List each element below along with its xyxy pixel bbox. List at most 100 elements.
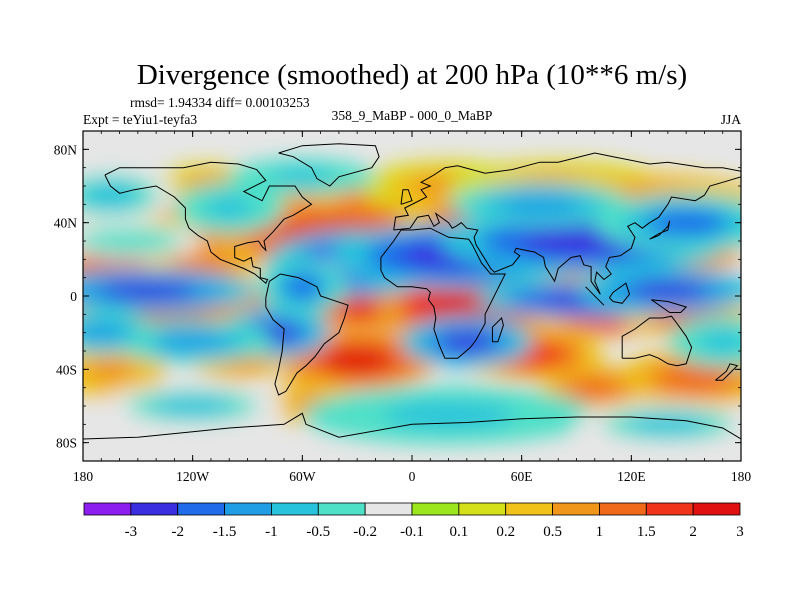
field-contour — [626, 280, 710, 301]
field-blob — [229, 158, 376, 196]
field-contour — [437, 330, 497, 354]
coastline — [278, 143, 380, 187]
colorbar-label: 1 — [596, 524, 604, 540]
x-tick-label: 180 — [731, 469, 752, 484]
chart-title: Divergence (smoothed) at 200 hPa (10**6 … — [137, 59, 687, 91]
x-tick-label: 120E — [617, 469, 646, 484]
field-blob — [576, 402, 741, 447]
colorbar-label: 0.5 — [543, 524, 562, 540]
coastline — [649, 220, 671, 240]
field-blob — [594, 193, 741, 252]
colorbar-swatch — [224, 502, 272, 516]
field-blob — [667, 316, 741, 368]
coastline — [491, 317, 504, 343]
colorbar-swatch — [552, 502, 600, 516]
stats-line: rmsd= 1.94334 diff= 0.00103253 — [130, 95, 310, 110]
y-axis: 80N 40N 0 40S 80S — [54, 130, 741, 462]
colorbar-swatch — [692, 502, 741, 516]
field-contour — [83, 322, 126, 343]
x-tick-label: 60W — [289, 469, 316, 484]
colorbar-swatch — [599, 502, 647, 516]
comparison-label: 358_9_MaBP - 000_0_MaBP — [332, 108, 493, 123]
x-tick-label: 0 — [409, 469, 416, 484]
colorbar-label: 0.2 — [496, 524, 515, 540]
field-contour — [626, 414, 710, 435]
y-tick-label: 40N — [54, 216, 78, 231]
plot-area: 180 120W 60W 0 60E 120E 180 80N 40N 0 40S 80S — [54, 130, 752, 484]
colorbar-swatch — [645, 502, 694, 516]
coastline — [651, 299, 688, 313]
field-blob — [539, 365, 650, 410]
coastlines — [83, 143, 741, 440]
colorbar-label: -2 — [171, 524, 184, 540]
colorbar-swatch — [83, 502, 132, 516]
x-tick-label: 60E — [511, 469, 533, 484]
field-blob — [401, 316, 533, 368]
field-blob — [83, 340, 166, 399]
colorbar-label: -0.2 — [353, 524, 377, 540]
y-tick-label: 80S — [56, 436, 77, 451]
field-blob — [83, 310, 157, 355]
field-contour — [83, 181, 141, 209]
colorbar-label: 3 — [736, 524, 744, 540]
colorbar: -3 -2 -1.5 -1 -0.5 -0.2 -0.1 0.1 0.2 0.5 1 1.5 2 3 — [83, 502, 744, 540]
y-tick-label: 0 — [70, 289, 77, 304]
field-blob — [258, 257, 347, 317]
colorbar-swatch — [458, 502, 507, 516]
field-blob — [83, 268, 257, 313]
colorbar-label: -0.1 — [400, 524, 424, 540]
field-blob — [302, 385, 595, 445]
field-contour — [698, 330, 741, 354]
colorbar-swatch — [177, 502, 225, 516]
field-contour — [498, 194, 582, 215]
coastline — [104, 161, 313, 284]
divergence-field — [83, 158, 741, 447]
field-blob — [174, 182, 285, 234]
colorbar-swatch — [364, 502, 413, 516]
x-axis: 180 120W 60W 0 60E 120E 180 — [73, 131, 752, 484]
y-tick-label: 40S — [56, 362, 77, 377]
coastline — [585, 286, 605, 306]
field-blob — [101, 384, 285, 428]
field-contour — [151, 396, 234, 416]
coastline — [715, 363, 739, 381]
y-tick-label: 80N — [54, 142, 78, 157]
field-blob — [83, 165, 177, 225]
colorbar-label: -1 — [265, 524, 278, 540]
colorbar-label: 2 — [689, 524, 697, 540]
colorbar-label: -0.5 — [306, 524, 330, 540]
colorbar-swatch — [317, 502, 366, 516]
coastline — [265, 273, 349, 396]
expt-label: Expt = teYiu1-teyfa3 — [83, 112, 197, 127]
field-contour — [659, 365, 732, 392]
coastline — [608, 282, 631, 304]
coastline — [380, 227, 507, 359]
field-contour — [204, 196, 254, 220]
coastline — [621, 315, 693, 367]
coastline — [400, 189, 413, 205]
coastline — [83, 412, 741, 440]
field-contour — [156, 331, 229, 352]
x-tick-label: 120W — [176, 469, 209, 484]
field-contour — [645, 209, 728, 236]
colorbar-label: 0.1 — [449, 524, 468, 540]
colorbar-label: 1.5 — [637, 524, 656, 540]
colorbar-label: -3 — [125, 524, 138, 540]
field-contour — [269, 168, 336, 186]
colorbar-swatch — [505, 502, 553, 516]
x-tick-label: 180 — [73, 469, 94, 484]
field-blob — [448, 182, 632, 227]
colorbar-swatch — [271, 502, 319, 516]
field-contour — [382, 401, 515, 429]
coastline — [393, 152, 741, 295]
field-contour — [570, 377, 620, 398]
field-contour — [95, 232, 162, 250]
colorbar-label: -1.5 — [213, 524, 237, 540]
field-blob — [83, 222, 202, 260]
colorbar-swatch — [411, 502, 460, 516]
field-contour — [97, 280, 197, 301]
field-contour — [282, 273, 323, 301]
field-blob — [576, 268, 741, 313]
field-contour — [320, 346, 394, 374]
